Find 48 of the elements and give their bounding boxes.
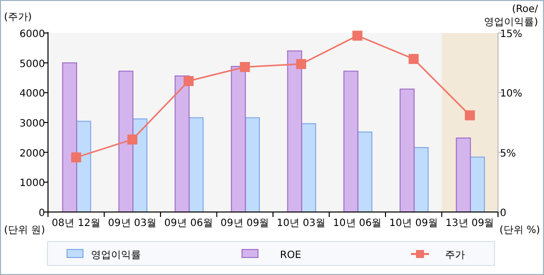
point (352, 30, 362, 41)
y-tick-label: 6000 (20, 29, 45, 40)
y2-tick-label: 15% (500, 29, 522, 40)
point (240, 62, 250, 72)
x-tick-label: 10년 06월 (333, 218, 382, 229)
x-tick-label: 10년 09월 (389, 218, 438, 229)
y2-axis-title: (Roe/ 영업이익률) (484, 4, 539, 28)
bar (174, 75, 190, 212)
legend-label: ROE (280, 250, 302, 261)
y2-tick-label: 5% (500, 148, 516, 160)
x-tick-label: 10년 03월 (276, 218, 326, 229)
x-tick-label: 09년 06월 (164, 218, 213, 229)
bar (414, 147, 429, 212)
point (296, 59, 306, 70)
x-tick-label: 08년 12월 (52, 218, 100, 229)
bar (400, 88, 415, 212)
x-tick-label: 09년 03월 (108, 218, 157, 229)
x-tick-label: 13년 09월 (446, 218, 494, 229)
text: (단위 원) (4, 225, 46, 236)
y-tick-label: 1000 (20, 178, 45, 190)
y-tick-label: 5000 (20, 58, 45, 70)
bar (188, 117, 204, 212)
y-tick-label: 3000 (20, 118, 45, 130)
point (184, 76, 194, 86)
bar (343, 70, 358, 212)
bar (456, 138, 471, 212)
bar (62, 62, 78, 212)
bar (244, 117, 260, 212)
x-tick-label: 09년 09월 (220, 218, 270, 229)
text: (단위 %) (500, 225, 540, 236)
legend-label: 주가 (445, 250, 465, 261)
legend-label: 영업이익률 (91, 250, 141, 261)
point (408, 54, 419, 64)
y-tick-label: 4000 (20, 88, 45, 100)
point (71, 152, 82, 162)
bar (301, 123, 316, 212)
y-tick-label: 0 (38, 208, 45, 219)
bar (287, 50, 302, 212)
bar (470, 156, 485, 212)
bar (118, 70, 134, 212)
point (464, 110, 475, 120)
y-axis-title: (주가) (4, 12, 32, 23)
bar (230, 66, 246, 212)
y2-tick-label: 0 (500, 208, 506, 219)
y-tick-label: 2000 (20, 148, 45, 160)
y2-tick-label: 10% (500, 88, 522, 100)
point (127, 134, 138, 145)
bar (357, 132, 372, 212)
